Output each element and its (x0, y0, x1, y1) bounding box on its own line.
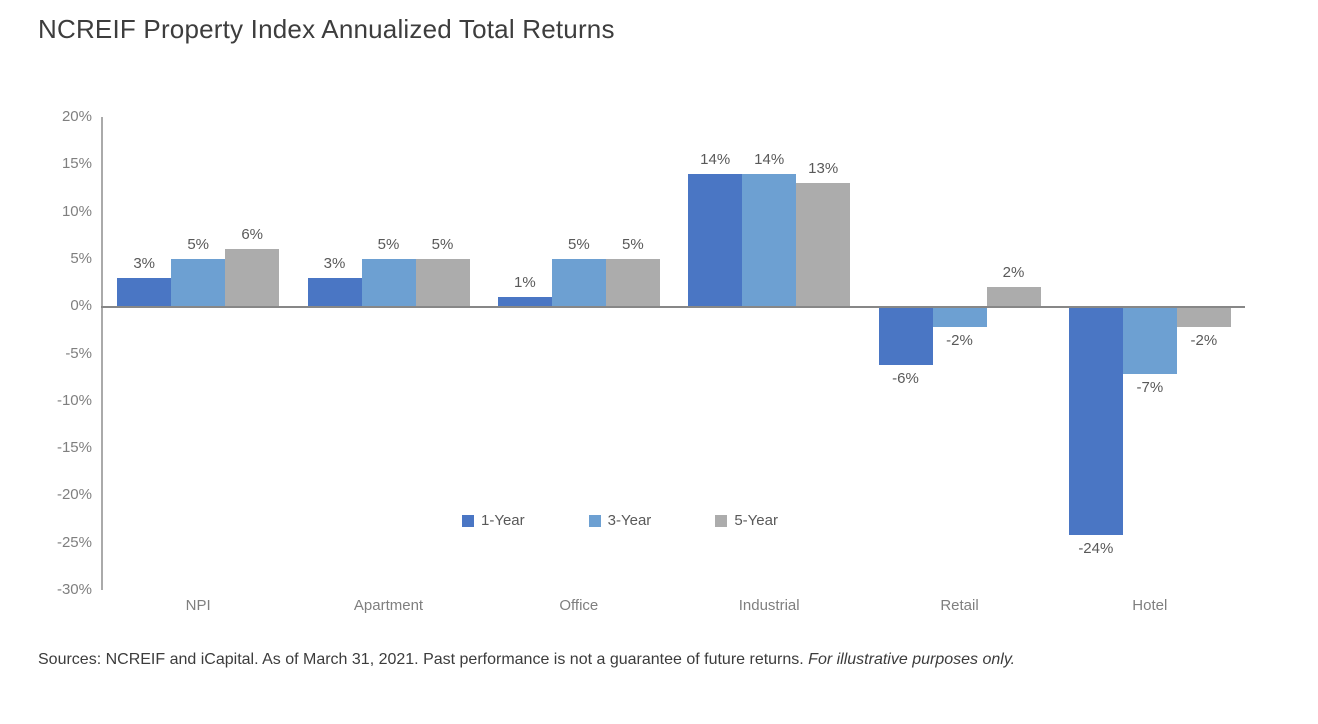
bar-5-Year-Retail (986, 287, 1041, 307)
y-tick-label: -25% (56, 533, 92, 551)
x-category-label-Retail: Retail (940, 597, 979, 614)
legend-label: 5-Year (734, 512, 778, 529)
x-category-label-Apartment: Apartment (353, 597, 424, 614)
bar-5-Year-Hotel (1176, 308, 1231, 328)
bar-1-Year-Apartment (307, 277, 362, 307)
bar-value-label: -7% (1136, 379, 1164, 397)
bar-1-Year-Office (497, 296, 552, 307)
y-tick-label: 0% (70, 297, 92, 315)
legend-swatch-icon (462, 514, 474, 527)
bar-1-Year-NPI (117, 277, 172, 307)
bar-5-Year-Industrial (796, 183, 851, 307)
x-category-label-NPI: NPI (185, 597, 211, 614)
y-axis-line (101, 117, 103, 590)
legend-swatch-icon (715, 514, 728, 527)
y-tick-label: 5% (70, 249, 92, 267)
y-tick-label: 20% (61, 108, 92, 125)
bar-value-label: 14% (754, 150, 785, 168)
bar-value-label: -2% (1190, 332, 1218, 350)
y-tick-label: 15% (61, 155, 92, 173)
bar-value-label: 3% (323, 254, 346, 272)
bar-value-label: 1% (513, 273, 536, 291)
bar-3-Year-NPI (171, 258, 226, 307)
y-tick-label: -30% (56, 581, 92, 598)
legend: 1-Year 3-Year 5-Year (462, 512, 778, 529)
bar-value-label: 3% (133, 254, 155, 272)
bar-value-label: 6% (241, 226, 263, 244)
bar-3-Year-Hotel (1122, 308, 1177, 375)
bar-5-Year-Apartment (415, 258, 470, 307)
y-tick-label: -15% (56, 439, 92, 457)
bar-value-label: 5% (187, 235, 209, 253)
bar-3-Year-Retail (932, 308, 987, 328)
bar-value-label: -24% (1078, 540, 1114, 558)
bar-value-label: 5% (431, 235, 454, 253)
bar-1-Year-Industrial (688, 173, 743, 307)
legend-item-5-Year: 5-Year (715, 512, 778, 529)
bar-3-Year-Office (551, 258, 606, 307)
chart-title: NCREIF Property Index Annualized Total R… (38, 14, 615, 44)
bar-value-label: 13% (808, 160, 839, 178)
y-tick-label: -5% (65, 344, 92, 362)
bar-value-label: -6% (892, 369, 919, 387)
bar-5-Year-NPI (225, 249, 280, 307)
plot-area: 3% 5% 6% 3% 5% 5% 1% 5% 5% 14% 14% 13% -6% -2% 2% -24% -… (101, 117, 1245, 614)
y-tick-label: -10% (56, 391, 92, 409)
bar-5-Year-Office (605, 258, 660, 307)
bar-value-label: 5% (567, 235, 590, 253)
bar-1-Year-Hotel (1068, 308, 1123, 536)
x-category-label-Office: Office (559, 597, 599, 614)
bar-value-label: -2% (946, 332, 973, 350)
bar-3-Year-Industrial (742, 173, 797, 307)
zero-baseline (101, 306, 1245, 309)
bar-value-label: 5% (621, 235, 644, 253)
source-footnote: Sources: NCREIF and iCapital. As of Marc… (38, 648, 1288, 672)
source-footnote-disclaimer: For illustrative purposes only. (808, 651, 1016, 668)
legend-swatch-icon (588, 514, 601, 527)
legend-label: 3-Year (607, 512, 652, 529)
x-category-label-Hotel: Hotel (1132, 597, 1168, 614)
bar-value-label: 5% (377, 235, 400, 253)
y-tick-label: -20% (56, 486, 92, 504)
legend-label: 1-Year (481, 512, 525, 529)
legend-item-1-Year: 1-Year (462, 512, 525, 529)
bar-value-label: 14% (700, 150, 731, 168)
x-category-label-Industrial: Industrial (738, 597, 800, 614)
bar-1-Year-Retail (878, 308, 933, 365)
legend-item-3-Year: 3-Year (588, 512, 652, 529)
y-tick-label: 10% (61, 202, 92, 220)
bar-3-Year-Apartment (361, 258, 416, 307)
source-footnote-text: Sources: NCREIF and iCapital. As of Marc… (38, 651, 809, 668)
bar-value-label: 2% (1002, 264, 1025, 282)
